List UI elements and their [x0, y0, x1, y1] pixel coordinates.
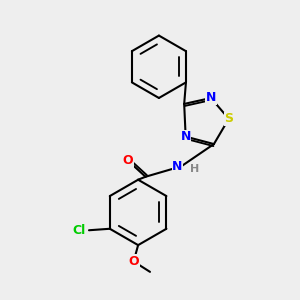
- Text: S: S: [224, 112, 233, 125]
- Text: O: O: [128, 255, 139, 268]
- Text: O: O: [122, 154, 133, 167]
- Text: H: H: [190, 164, 199, 174]
- Text: N: N: [172, 160, 183, 173]
- Text: N: N: [206, 92, 216, 104]
- Text: N: N: [181, 130, 191, 143]
- Text: Cl: Cl: [73, 224, 86, 237]
